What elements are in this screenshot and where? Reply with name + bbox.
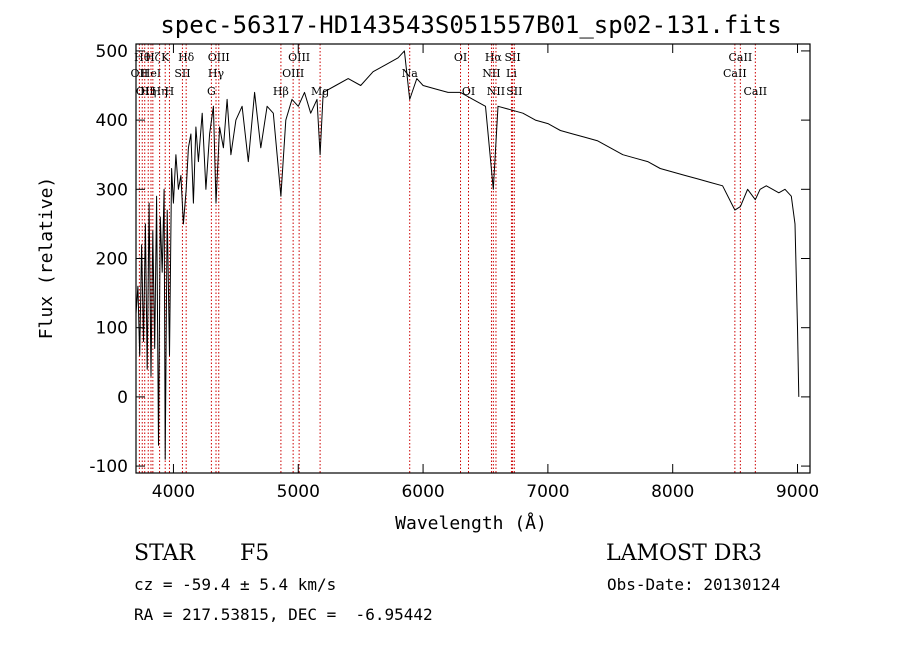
y-tick-label: 200 [96,250,128,270]
x-tick-label: 7000 [526,482,569,502]
x-tick-label: 4000 [152,482,195,502]
marker-label: OII [131,67,149,80]
marker-label: H [165,85,175,98]
marker-label: G [207,85,216,98]
marker-label: Mg [311,85,329,98]
marker-label: OI [454,51,467,64]
axis-ticks: 4000 5000 6000 7000 8000 9000 -100 0 100 200 300 40… [89,42,819,502]
marker-label: SII [506,85,522,98]
marker-label: Hβ [273,85,289,98]
x-axis-label: Wavelength (Å) [395,512,547,534]
y-tick-label: 400 [96,111,128,131]
y-axis-label: Flux (relative) [36,177,57,340]
x-tick-label: 9000 [776,482,819,502]
line-markers: HθOIIOIIHηHζHeIHηKHHδSIIOIIIHγGOIIIOIIIH… [131,44,767,473]
marker-label: NII [487,85,505,98]
x-tick-label: 6000 [401,482,444,502]
spectrum-line [135,50,800,460]
obs-date-text: Obs-Date: 20130124 [607,575,781,594]
marker-label: SII [174,67,190,80]
marker-label: Li [506,67,517,80]
y-tick-label: 500 [96,42,128,62]
marker-label: OII [136,85,154,98]
marker-label: Hγ [208,67,225,80]
redshift-text: cz = -59.4 ± 5.4 km/s [134,575,337,594]
coordinates-text: RA = 217.53815, DEC = -6.95442 [134,605,433,624]
y-tick-label: -100 [89,457,128,477]
marker-label: CaII [743,85,767,98]
marker-label: OI [462,85,475,98]
plot-frame [135,43,811,474]
y-tick-label: 0 [117,388,128,408]
marker-label: SII [504,51,520,64]
marker-label: CaII [723,67,747,80]
spectral-subclass: F5 [240,541,270,566]
x-tick-label: 5000 [277,482,320,502]
spectrum-series [135,50,800,460]
object-class: STAR [134,541,195,566]
chart-title: spec-56317-HD143543S051557B01_sp02-131.f… [160,11,781,39]
marker-label: Hη [140,85,156,98]
marker-label: OIII [282,67,304,80]
marker-label: Hθ [134,51,151,64]
marker-label: OIII [288,51,310,64]
marker-label: Na [402,67,419,80]
marker-label: HeI [141,67,161,80]
marker-label: Hδ [178,51,195,64]
y-tick-label: 300 [96,180,128,200]
marker-label: OIII [208,51,230,64]
marker-label: K [161,51,170,64]
marker-label: Hζ [145,51,161,64]
survey-name: LAMOST DR3 [606,541,762,566]
marker-label: CaII [729,51,753,64]
marker-label: NII [482,67,500,80]
marker-label: Hα [485,51,503,64]
y-tick-label: 100 [96,319,128,339]
marker-label: Hη [151,85,167,98]
x-tick-label: 8000 [651,482,694,502]
